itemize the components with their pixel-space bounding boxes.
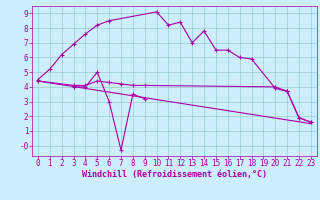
X-axis label: Windchill (Refroidissement éolien,°C): Windchill (Refroidissement éolien,°C) — [82, 170, 267, 179]
